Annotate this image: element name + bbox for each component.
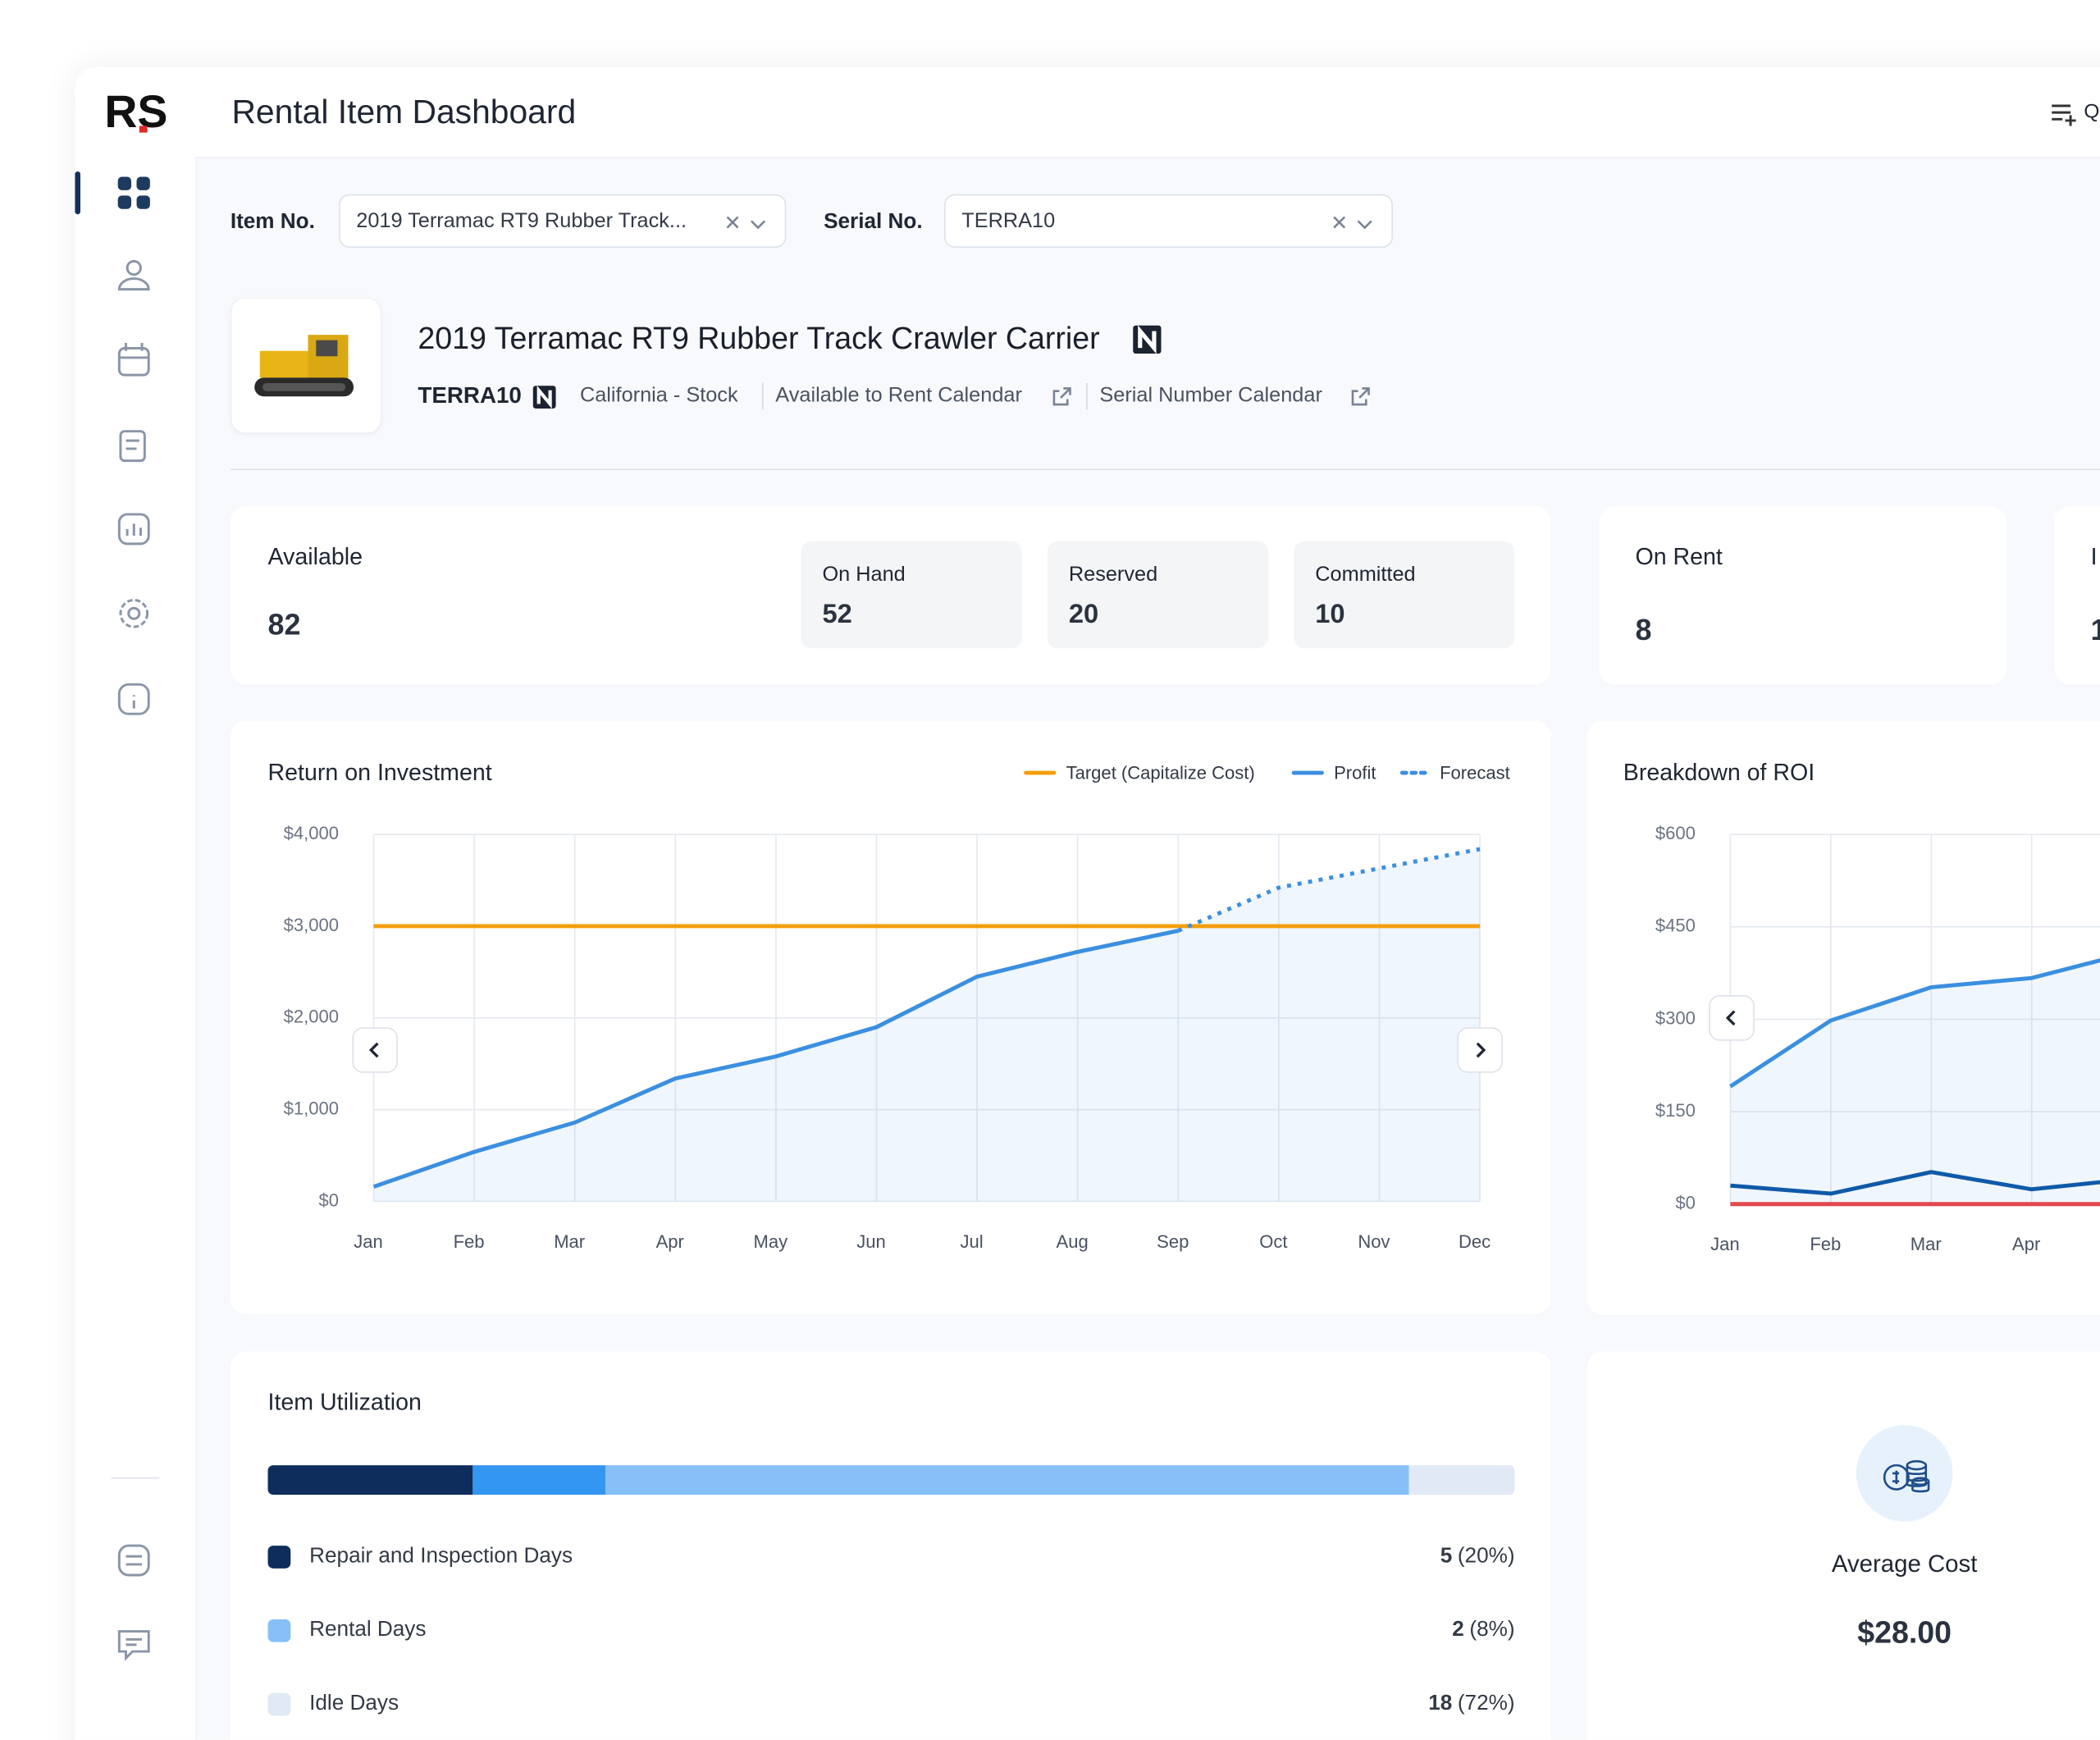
nav-dashboard[interactable]: [117, 176, 150, 209]
utilization-segment: [1408, 1465, 1515, 1496]
filter-value: 2019 Terramac RT9 Rubber Track...: [356, 209, 687, 233]
utilization-value: 2 (8%): [1452, 1617, 1514, 1642]
filter-select[interactable]: [339, 194, 787, 249]
page-title: Rental Item Dashboard: [231, 94, 577, 131]
item-location: California - Stock: [579, 384, 738, 407]
nav-feedback[interactable]: [117, 1630, 150, 1661]
legend-label: Repair and Inspection Days: [309, 1545, 573, 1568]
sidebar: [75, 66, 197, 1740]
stock-label: Committed: [1315, 563, 1416, 587]
chevron-icon: [750, 214, 766, 230]
next-card-label: I: [2090, 543, 2098, 570]
chart-nav-button[interactable]: [1457, 1027, 1503, 1073]
day-share: (8%): [1469, 1618, 1515, 1642]
filter-select[interactable]: [944, 194, 1393, 249]
clear-icon: [724, 213, 741, 230]
item-title: 2019 Terramac RT9 Rubber Track Crawler C…: [418, 320, 1100, 355]
cost-icon: [1856, 1425, 1953, 1522]
nav-documents[interactable]: [119, 430, 146, 463]
sidebar-separator: [111, 1477, 160, 1479]
item-link: Available to Rent Calendar: [775, 384, 1022, 407]
breakdown-card: [1586, 720, 2100, 1316]
nav-customers[interactable]: [117, 259, 150, 291]
chevron-icon: [1357, 214, 1373, 230]
on-rent-value: 8: [1635, 613, 1652, 647]
next-card-value: 1: [2091, 613, 2100, 648]
nav-info[interactable]: [117, 683, 150, 715]
item-link: Serial Number Calendar: [1099, 384, 1322, 407]
average-cost-label: Average Cost: [1831, 1550, 1978, 1578]
utilization-segment: [267, 1465, 472, 1496]
nav-integrations[interactable]: [117, 1544, 150, 1577]
legend-swatch: [267, 1692, 291, 1716]
filter-label: Item No.: [230, 210, 315, 234]
next-card: [2054, 506, 2100, 685]
legend-swatch: [267, 1619, 291, 1642]
utilization-segment: [472, 1465, 606, 1496]
utilization-value: 5 (20%): [1440, 1543, 1515, 1569]
external-link-icon: [1350, 386, 1372, 407]
on-rent-label: On Rent: [1635, 543, 1723, 570]
day-share: (72%): [1457, 1692, 1515, 1715]
average-cost-value: $28.00: [1857, 1614, 1952, 1650]
availability-value: 82: [267, 607, 301, 642]
stock-value: 52: [822, 600, 852, 630]
stock-box: [1047, 541, 1269, 649]
chart-title: Return on Investment: [267, 758, 492, 786]
day-count: 5: [1440, 1545, 1453, 1568]
legend-label: Rental Days: [309, 1618, 427, 1642]
filter-value: TERRA10: [961, 209, 1056, 233]
stock-value: 20: [1068, 600, 1099, 630]
logo: RS: [104, 86, 167, 137]
brand-badge: [532, 386, 556, 409]
chart-nav-button[interactable]: [1709, 995, 1755, 1041]
nav-settings[interactable]: [119, 598, 149, 628]
nav-calendar[interactable]: [117, 342, 150, 377]
on-rent-card: [1599, 506, 2006, 685]
separator: [1086, 382, 1088, 410]
nav-reports[interactable]: [117, 513, 150, 546]
header-icon: [2052, 104, 2076, 126]
item-image: [249, 322, 364, 410]
utilization-segment: [605, 1465, 1409, 1496]
divider: [230, 468, 2100, 471]
chart-nav-button[interactable]: [352, 1027, 398, 1073]
active-indicator: [75, 171, 80, 215]
legend-swatch: [267, 1546, 291, 1569]
header-bar: [195, 66, 2100, 158]
header-action: Q: [2084, 100, 2100, 124]
day-count: 18: [1428, 1692, 1453, 1715]
stock-label: On Hand: [822, 563, 906, 587]
day-count: 2: [1452, 1618, 1464, 1642]
separator: [761, 382, 764, 410]
chart-title: Breakdown of ROI: [1623, 758, 1815, 786]
filter-label: Serial No.: [824, 210, 923, 234]
external-link-icon: [1052, 386, 1073, 407]
section-title: Item Utilization: [267, 1388, 422, 1415]
item-serial: TERRA10: [418, 382, 522, 409]
utilization-value: 18 (72%): [1428, 1691, 1514, 1716]
legend-label: Idle Days: [309, 1692, 399, 1715]
stock-label: Reserved: [1068, 563, 1158, 587]
stock-box: [1294, 541, 1515, 649]
clear-icon: [1331, 213, 1348, 230]
logo-text: RS: [104, 86, 167, 137]
brand-badge: [1133, 325, 1162, 354]
stock-value: 10: [1315, 600, 1345, 630]
day-share: (20%): [1457, 1545, 1515, 1568]
utilization-card: [230, 1351, 1551, 1740]
stock-box: [801, 541, 1022, 649]
availability-label: Available: [267, 543, 363, 570]
roi-card: [230, 720, 1551, 1314]
average-cost-card: [1586, 1351, 2100, 1740]
